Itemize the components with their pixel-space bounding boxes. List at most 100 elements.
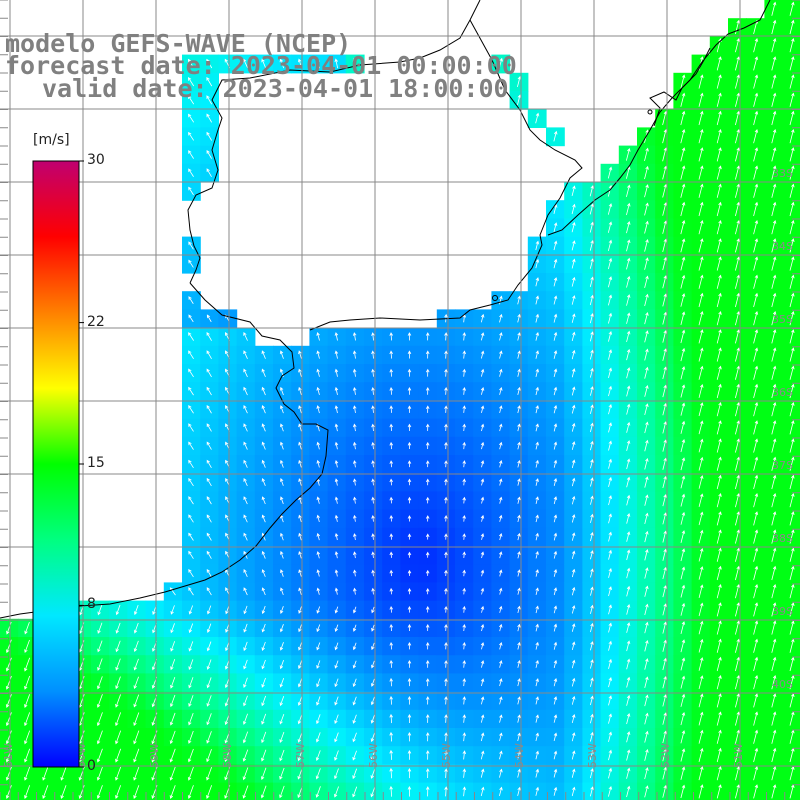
wind-arrow xyxy=(42,766,49,781)
wind-arrow xyxy=(771,147,777,162)
wind-arrow xyxy=(644,730,649,743)
wind-arrow xyxy=(644,293,649,307)
wind-arrow xyxy=(115,712,122,727)
wind-arrow xyxy=(735,38,740,53)
wind-arrow xyxy=(662,712,667,725)
wind-arrow xyxy=(24,639,30,654)
wind-arrow xyxy=(480,768,485,778)
wind-arrow xyxy=(261,496,266,505)
wind-arrow xyxy=(626,440,631,451)
wind-arrow xyxy=(187,785,194,799)
wind-arrow xyxy=(716,729,722,744)
wind-arrow xyxy=(753,456,759,471)
wind-arrow xyxy=(480,696,485,705)
wind-arrow xyxy=(626,713,631,725)
wind-arrow xyxy=(644,257,649,270)
wind-arrow xyxy=(571,659,576,669)
wind-arrow xyxy=(206,766,213,781)
wind-arrow xyxy=(498,569,503,577)
wind-arrow xyxy=(188,659,194,671)
wind-arrow xyxy=(571,185,576,197)
wind-arrow xyxy=(771,238,777,253)
wind-arrow xyxy=(261,587,266,596)
wind-arrow xyxy=(644,603,649,616)
wind-arrow xyxy=(370,678,375,687)
wind-arrow xyxy=(133,712,140,727)
wind-arrow xyxy=(698,620,704,635)
wind-arrow xyxy=(517,386,521,395)
wind-arrow xyxy=(680,147,686,162)
wind-arrow xyxy=(698,657,704,671)
wind-arrow xyxy=(735,438,740,453)
wind-arrow xyxy=(316,606,321,614)
wind-arrow xyxy=(462,386,466,395)
wind-arrow xyxy=(535,258,540,269)
wind-arrow xyxy=(608,640,612,651)
wind-arrow xyxy=(716,693,722,708)
wind-arrow xyxy=(589,331,594,342)
wind-arrow xyxy=(753,347,759,362)
wind-arrow xyxy=(352,642,357,651)
wind-arrow xyxy=(188,459,194,468)
wind-arrow xyxy=(771,402,777,417)
wind-arrow xyxy=(517,514,521,523)
wind-arrow xyxy=(5,785,12,799)
wind-arrow xyxy=(571,459,576,469)
wind-arrow xyxy=(608,749,613,761)
wind-arrow xyxy=(698,784,704,799)
wind-arrow xyxy=(170,605,175,615)
wind-arrow xyxy=(206,749,212,763)
wind-arrow xyxy=(535,696,539,705)
wind-arrow xyxy=(662,311,667,325)
wind-arrow xyxy=(188,477,194,487)
wind-arrow xyxy=(735,638,740,653)
wind-arrow xyxy=(771,74,777,89)
wind-arrow xyxy=(480,678,485,687)
wind-arrow xyxy=(716,784,722,799)
wind-arrow xyxy=(626,330,631,343)
wind-arrow xyxy=(261,605,266,615)
wind-arrow xyxy=(662,256,668,271)
wind-arrow xyxy=(188,605,194,615)
wind-arrow xyxy=(242,749,249,762)
wind-arrow xyxy=(206,459,212,468)
wind-arrow xyxy=(771,675,777,690)
wind-arrow xyxy=(389,641,394,650)
wind-arrow xyxy=(553,514,558,523)
wind-arrow xyxy=(480,642,485,650)
wind-arrow xyxy=(589,294,594,306)
wind-arrow xyxy=(188,95,195,105)
wind-arrow xyxy=(590,568,594,578)
wind-arrow xyxy=(553,477,558,486)
wind-arrow xyxy=(261,569,266,577)
wind-arrow xyxy=(444,387,448,395)
wind-arrow xyxy=(206,314,212,323)
wind-arrow xyxy=(353,551,357,559)
wind-arrow xyxy=(716,256,722,271)
wind-arrow xyxy=(480,623,485,632)
wind-arrow xyxy=(626,221,631,234)
wind-arrow xyxy=(771,656,777,672)
wind-arrow xyxy=(662,220,668,234)
wind-arrow xyxy=(662,366,667,380)
wind-arrow xyxy=(644,385,649,397)
wind-arrow xyxy=(735,201,740,217)
wind-arrow xyxy=(425,551,430,558)
wind-arrow xyxy=(644,147,649,162)
wind-arrow xyxy=(444,478,448,486)
wind-arrow xyxy=(716,675,722,690)
wind-arrow xyxy=(334,368,339,377)
wind-arrow xyxy=(24,766,31,781)
wind-arrow xyxy=(480,714,485,723)
wind-arrow xyxy=(589,367,594,378)
wind-arrow xyxy=(698,201,704,217)
wind-arrow xyxy=(735,766,740,781)
wind-arrow xyxy=(680,165,686,180)
wind-arrow xyxy=(188,368,194,378)
wind-arrow xyxy=(425,405,430,413)
wind-arrow xyxy=(499,732,503,742)
wind-arrow xyxy=(625,147,631,161)
wind-arrow xyxy=(280,496,284,505)
wind-arrow xyxy=(243,514,248,523)
